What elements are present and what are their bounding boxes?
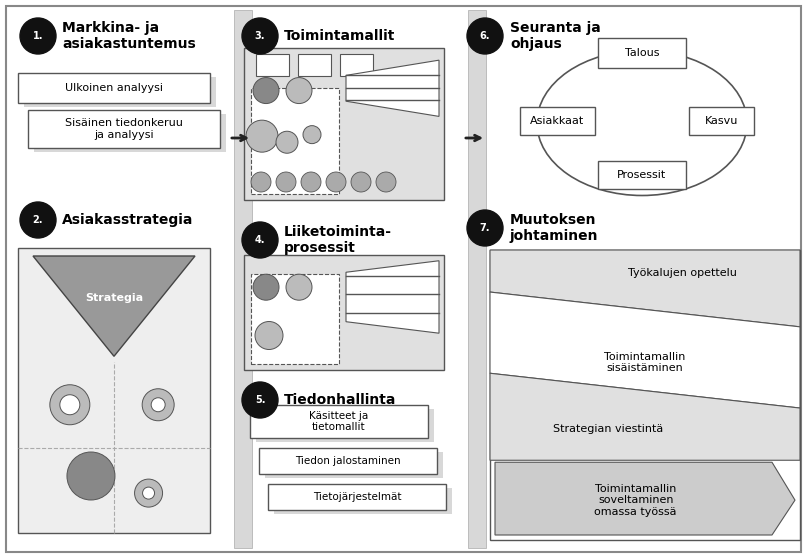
Polygon shape [490,373,800,460]
Circle shape [286,274,312,300]
Text: Työkalujen opettelu: Työkalujen opettelu [628,268,737,278]
Bar [468,10,486,548]
Text: Strategian viestintä: Strategian viestintä [553,424,663,434]
Text: Toimintamallit: Toimintamallit [284,29,395,43]
Bar [244,48,444,200]
Text: Muutoksen
johtaminen: Muutoksen johtaminen [510,213,599,243]
Text: Liiketoiminta-
prosessit: Liiketoiminta- prosessit [284,225,392,255]
Circle shape [467,210,503,246]
Circle shape [286,78,312,104]
Text: Toimintamallin
soveltaminen
omassa työssä: Toimintamallin soveltaminen omassa työss… [595,484,677,517]
Circle shape [326,172,346,192]
Bar [268,484,446,510]
Text: Markkina- ja
asiakastuntemus: Markkina- ja asiakastuntemus [62,21,196,51]
Circle shape [255,321,283,349]
Circle shape [60,395,80,415]
Bar [24,77,216,107]
Bar [340,54,373,76]
Text: 5.: 5. [255,395,266,405]
Circle shape [151,398,165,412]
Circle shape [242,382,278,418]
Text: Sisäinen tiedonkeruu
ja analyysi: Sisäinen tiedonkeruu ja analyysi [65,118,183,140]
Polygon shape [490,250,800,327]
Bar [265,452,443,478]
Polygon shape [490,292,800,408]
Bar [689,107,754,135]
Circle shape [253,274,279,300]
Bar [34,114,226,152]
Bar [251,275,339,364]
Bar [244,255,444,370]
Text: Tiedonhallinta: Tiedonhallinta [284,393,396,407]
Text: Ulkoinen analyysi: Ulkoinen analyysi [65,83,163,93]
Bar [256,54,289,76]
Circle shape [142,389,174,421]
Bar [251,88,339,194]
Text: Seuranta ja
ohjaus: Seuranta ja ohjaus [510,21,600,51]
Text: 4.: 4. [255,235,266,245]
Circle shape [351,172,371,192]
Bar [598,161,686,189]
Text: 7.: 7. [479,223,490,233]
Circle shape [143,487,155,499]
Text: 2.: 2. [33,215,44,225]
Polygon shape [346,261,439,333]
Circle shape [376,172,396,192]
Bar [490,250,800,540]
Text: Kasvu: Kasvu [705,116,738,126]
Bar [274,488,452,514]
Bar [259,448,437,474]
Circle shape [303,126,321,143]
Circle shape [20,18,56,54]
Bar [520,107,595,135]
Circle shape [467,18,503,54]
Bar [18,248,210,533]
Text: Asiakasstrategia: Asiakasstrategia [62,213,194,227]
Polygon shape [495,462,795,535]
Bar [256,409,434,442]
Text: 6.: 6. [479,31,490,41]
Text: Prosessit: Prosessit [617,170,667,180]
Circle shape [276,131,298,153]
Polygon shape [33,256,195,357]
Text: Strategia: Strategia [85,293,143,303]
Circle shape [301,172,321,192]
Circle shape [135,479,162,507]
Text: Asiakkaat: Asiakkaat [530,116,584,126]
Text: 1.: 1. [33,31,44,41]
Circle shape [242,18,278,54]
Text: Käsitteet ja
tietomallit: Käsitteet ja tietomallit [309,411,369,432]
Circle shape [276,172,296,192]
Circle shape [242,222,278,258]
Polygon shape [346,60,439,117]
Circle shape [50,385,90,425]
Text: Tietojärjestelmät: Tietojärjestelmät [313,492,401,502]
Circle shape [253,78,279,104]
Circle shape [246,120,278,152]
Text: Toimintamallin
sisäistäminen: Toimintamallin sisäistäminen [604,352,686,373]
Circle shape [67,452,115,500]
Bar [598,38,686,68]
Bar [250,405,428,438]
Text: Tiedon jalostaminen: Tiedon jalostaminen [295,456,401,466]
Circle shape [20,202,56,238]
Bar [18,73,210,103]
Bar [28,110,220,148]
Bar [234,10,252,548]
Circle shape [251,172,271,192]
Bar [298,54,331,76]
Text: Talous: Talous [625,48,659,58]
Text: 3.: 3. [255,31,266,41]
